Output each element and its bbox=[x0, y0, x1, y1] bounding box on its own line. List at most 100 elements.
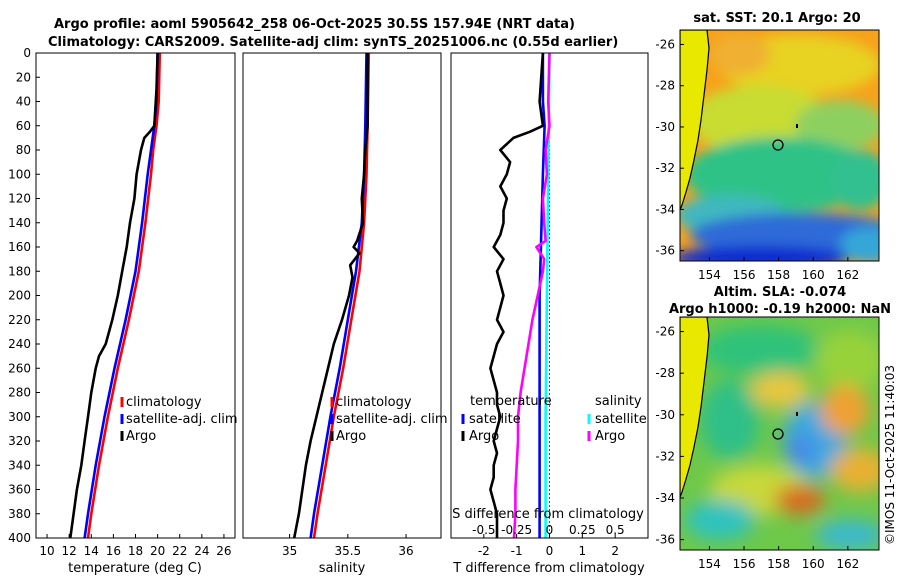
legend-title-temperature: temperature bbox=[470, 394, 552, 409]
lat-tick-label: -32 bbox=[655, 449, 675, 463]
s-tick-label: -0.5 bbox=[472, 523, 495, 537]
salinity-legend: climatology satellite-adj. clim Argo bbox=[330, 395, 448, 444]
depth-tick-label: 200 bbox=[8, 289, 31, 303]
temperature-xlabel: temperature (deg C) bbox=[68, 561, 202, 576]
x-tick-label: 36 bbox=[398, 544, 413, 558]
salinity-panel: 35 35.5 36 salinity climatology satellite-a… bbox=[242, 52, 448, 576]
temperature-legend: climatology satellite-adj. clim Argo bbox=[120, 395, 238, 444]
series-line-argo bbox=[69, 53, 159, 538]
depth-tick-label: 380 bbox=[8, 507, 31, 521]
x-tick-label: 14 bbox=[84, 544, 99, 558]
legend-title-salinity: salinity bbox=[595, 394, 642, 409]
lat-tick-label: -34 bbox=[655, 202, 675, 216]
figure-title-line2: Climatology: CARS2009. Satellite-adj cli… bbox=[48, 35, 618, 50]
x-tick-label: 24 bbox=[194, 544, 209, 558]
series-line-salinity-argo bbox=[512, 53, 551, 538]
lat-tick-label: -36 bbox=[655, 533, 675, 547]
t-difference-xlabel: T difference from climatology bbox=[452, 561, 645, 576]
x-tick-label: 22 bbox=[172, 544, 187, 558]
lon-tick-label: 160 bbox=[802, 268, 825, 282]
series-line-climatology bbox=[86, 53, 162, 538]
s-tick-label: 0 bbox=[546, 523, 554, 537]
s-tick-label: 0.5 bbox=[606, 523, 625, 537]
x-tick-label: 2 bbox=[611, 544, 619, 558]
x-tick-label: 0 bbox=[546, 544, 554, 558]
legend-label: satellite bbox=[595, 412, 647, 427]
legend-label: satellite bbox=[469, 412, 521, 427]
s-difference-axis: -0.5 -0.25 0 0.25 0.5 bbox=[472, 523, 625, 537]
lat-tick-label: -36 bbox=[655, 244, 675, 258]
lat-tick-label: -26 bbox=[655, 37, 675, 51]
sla-map-image bbox=[680, 317, 879, 550]
series-line-temperature-argo bbox=[489, 53, 545, 538]
x-tick-label: 35.5 bbox=[334, 544, 361, 558]
lon-tick-label: 158 bbox=[767, 268, 790, 282]
lon-tick-label: 156 bbox=[733, 557, 756, 571]
depth-tick-label: 20 bbox=[16, 70, 31, 84]
sst-profile-marker bbox=[772, 139, 784, 151]
imos-watermark: ©IMOS 11-Oct-2025 11:40:03 bbox=[883, 365, 897, 545]
salinity-series bbox=[292, 53, 371, 538]
legend-label: satellite-adj. clim bbox=[126, 412, 238, 427]
lat-tick-label: -26 bbox=[655, 325, 675, 339]
depth-tick-label: 360 bbox=[8, 483, 31, 497]
depth-tick-label: 220 bbox=[8, 313, 31, 327]
lon-tick-label: 154 bbox=[698, 557, 721, 571]
series-line-climatology bbox=[312, 53, 371, 538]
salinity-axis: 35 35.5 36 bbox=[282, 534, 414, 558]
sla-lat-axis: -26 -28 -30 -32 -34 -36 bbox=[655, 325, 684, 547]
x-tick-label: -1 bbox=[511, 544, 523, 558]
depth-tick-label: 160 bbox=[8, 240, 31, 254]
sla-map-title-line1: Altim. SLA: -0.074 bbox=[714, 285, 846, 300]
sla-lon-axis: 154 156 158 160 162 bbox=[698, 546, 859, 571]
x-tick-label: 35 bbox=[282, 544, 297, 558]
depth-tick-label: 320 bbox=[8, 434, 31, 448]
s-tick-label: -0.25 bbox=[501, 523, 532, 537]
lon-tick-label: 162 bbox=[836, 557, 859, 571]
x-tick-label: 26 bbox=[216, 544, 231, 558]
legend-label: Argo bbox=[126, 429, 156, 444]
legend-label: Argo bbox=[469, 429, 499, 444]
sla-profile-marker bbox=[772, 428, 784, 440]
temperature-panel: 0 20 40 60 80 100 120 140 160 180 200 220 240 260 280 3… bbox=[8, 46, 238, 576]
legend-label: Argo bbox=[336, 429, 366, 444]
x-tick-label: 10 bbox=[39, 544, 54, 558]
depth-tick-label: 240 bbox=[8, 337, 31, 351]
depth-tick-label: 120 bbox=[8, 192, 31, 206]
depth-tick-label: 280 bbox=[8, 386, 31, 400]
depth-tick-label: 300 bbox=[8, 410, 31, 424]
sla-coastline bbox=[680, 317, 710, 498]
legend-label: Argo bbox=[595, 429, 625, 444]
lat-tick-label: -32 bbox=[655, 161, 675, 175]
x-tick-label: 20 bbox=[150, 544, 165, 558]
lon-tick-label: 156 bbox=[733, 268, 756, 282]
difference-panel: -2 -1 0 1 2 -0.5 -0.25 0 0.25 0.5 T difference f… bbox=[450, 52, 649, 576]
depth-axis: 0 20 40 60 80 100 120 140 160 180 200 220 240 260 280 3… bbox=[8, 46, 40, 545]
depth-tick-label: 260 bbox=[8, 361, 31, 375]
temperature-series bbox=[69, 53, 162, 538]
sst-lat-axis: -26 -28 -30 -32 -34 -36 bbox=[655, 37, 684, 258]
depth-tick-label: 60 bbox=[16, 119, 31, 133]
legend-label: climatology bbox=[336, 395, 412, 410]
sst-coastline bbox=[680, 30, 710, 211]
lat-tick-label: -30 bbox=[655, 408, 675, 422]
sla-map-title-line2: Argo h1000: -0.19 h2000: NaN bbox=[669, 302, 891, 317]
sla-map-panel: Altim. SLA: -0.074 Argo h1000: -0.19 h20… bbox=[655, 285, 891, 571]
x-tick-label: -2 bbox=[478, 544, 490, 558]
t-difference-axis: -2 -1 0 1 2 bbox=[478, 534, 619, 558]
lat-tick-label: -28 bbox=[655, 79, 675, 93]
depth-tick-label: 40 bbox=[16, 95, 31, 109]
sst-map-panel: sat. SST: 20.1 Argo: 20 -26-28-30-32-34-… bbox=[655, 11, 880, 282]
difference-legend: temperature salinity satellite Argo satellit… bbox=[461, 394, 647, 444]
depth-tick-label: 180 bbox=[8, 264, 31, 278]
series-line-temperature-satellite bbox=[538, 53, 546, 538]
x-tick-label: 12 bbox=[62, 544, 77, 558]
depth-tick-label: 0 bbox=[23, 46, 31, 60]
depth-tick-label: 400 bbox=[8, 531, 31, 545]
temperature-axis: 10 12 14 16 18 20 22 24 26 bbox=[39, 534, 232, 558]
lon-tick-label: 160 bbox=[802, 557, 825, 571]
depth-tick-label: 140 bbox=[8, 216, 31, 230]
x-tick-label: 16 bbox=[106, 544, 121, 558]
sst-lon-axis: 154 156 158 160 162 bbox=[698, 257, 859, 282]
